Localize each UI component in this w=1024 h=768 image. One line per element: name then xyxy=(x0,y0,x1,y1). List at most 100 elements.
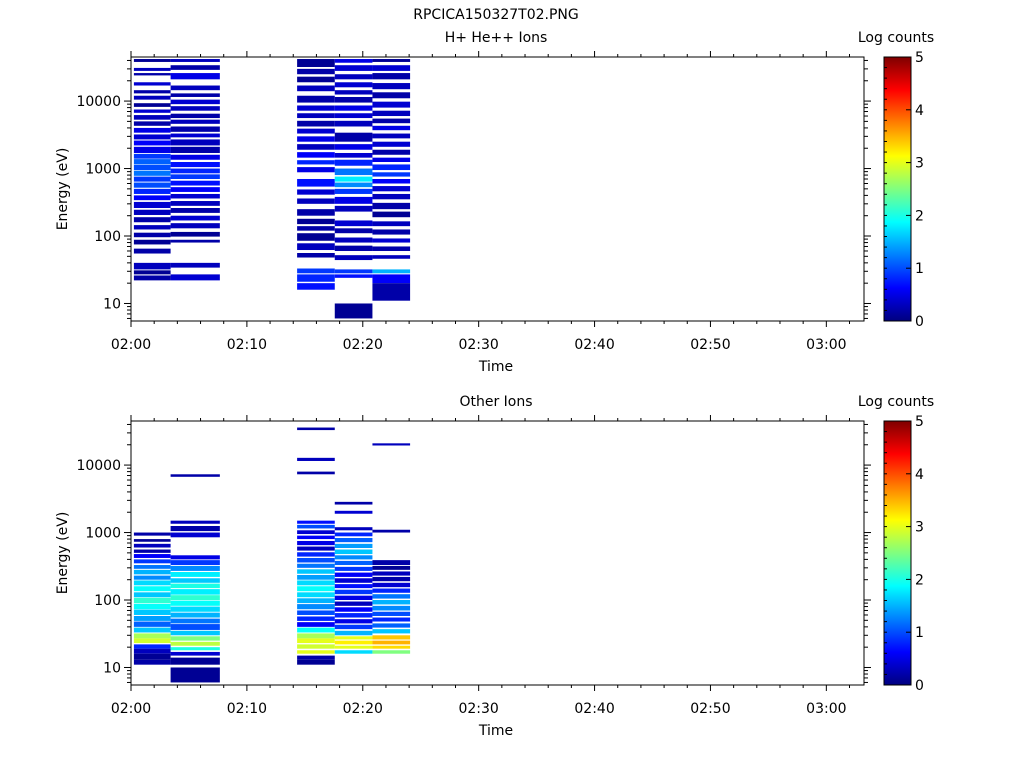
spectrogram-cell xyxy=(372,211,411,218)
spectrogram-cell xyxy=(334,188,373,194)
panel-h-he-ions: H+ He++ Ions Log counts Time Energy (eV)… xyxy=(55,30,934,375)
spectrogram-cells xyxy=(133,427,411,683)
spectrogram-cell xyxy=(372,623,411,628)
spectrogram-cell xyxy=(133,532,171,536)
spectrogram-cell xyxy=(334,619,373,624)
spectrogram-cell xyxy=(297,638,335,644)
spectrogram-cell xyxy=(170,589,220,595)
spectrogram-cell xyxy=(297,471,335,475)
panel-title: Other Ions xyxy=(459,394,532,410)
spectrogram-cell xyxy=(133,170,171,176)
spectrogram-cell xyxy=(170,85,220,91)
spectrogram-cell xyxy=(133,232,171,238)
panel-other-ions: Other Ions Log counts Time Energy (eV) 0… xyxy=(55,394,934,739)
spectrogram-cell xyxy=(372,101,411,108)
spectrogram-cell xyxy=(170,565,220,571)
spectrogram-cell xyxy=(170,154,220,160)
spectrogram-cell xyxy=(334,624,373,630)
spectrogram-cell xyxy=(297,586,335,592)
spectrogram-cell xyxy=(133,539,171,542)
spectrogram-cell xyxy=(170,187,220,192)
spectrogram-cell xyxy=(133,615,171,621)
spectrogram-cell xyxy=(133,592,171,598)
spectrogram-cell xyxy=(334,584,373,589)
plot-axes: 02:00 02:10 02:20 02:30 02:40 02:50 03:00 10 100… xyxy=(76,51,871,353)
spectrogram-cell xyxy=(133,140,171,146)
spectrogram-cell xyxy=(334,255,373,261)
spectrogram-cell xyxy=(372,588,411,593)
spectrogram-cell xyxy=(372,59,411,62)
spectrogram-cell xyxy=(372,157,411,162)
spectrogram-cell xyxy=(133,559,171,564)
spectrogram-cell xyxy=(133,586,171,592)
x-tick-label: 02:40 xyxy=(574,337,614,353)
spectrogram-cell xyxy=(372,83,411,90)
spectrogram-cell xyxy=(297,457,335,461)
spectrogram-cell xyxy=(297,610,335,615)
spectrogram-cell xyxy=(170,119,220,124)
spectrogram-cell xyxy=(334,245,373,251)
plot-frame xyxy=(130,420,865,686)
spectrogram-cell xyxy=(170,667,220,683)
spectrogram-cell xyxy=(133,201,171,209)
spectrogram-cell xyxy=(372,605,411,611)
spectrogram-cell xyxy=(133,621,171,627)
spectrogram-cell xyxy=(334,566,373,571)
spectrogram-cell xyxy=(133,575,171,580)
x-tick-label: 02:50 xyxy=(690,701,730,717)
spectrogram-cell xyxy=(297,627,335,633)
spectrogram-cell xyxy=(170,239,220,243)
spectrogram-cell xyxy=(334,228,373,234)
spectrogram-cell xyxy=(170,180,220,186)
spectrogram-cell xyxy=(133,127,171,133)
colorbar-gradient xyxy=(883,420,912,686)
spectrogram-cell xyxy=(372,186,411,192)
spectrogram-cell xyxy=(334,269,373,274)
spectrogram-cell xyxy=(133,121,171,126)
spectrogram-cell xyxy=(372,118,411,124)
spectrogram-cell xyxy=(334,65,373,71)
spectrogram-cell xyxy=(133,217,171,223)
spectrogram-cell xyxy=(334,132,373,142)
spectrogram-cell xyxy=(170,193,220,199)
spectrogram-cell xyxy=(297,76,335,83)
spectrogram-cell xyxy=(297,427,335,431)
spectrogram-cell xyxy=(170,274,220,281)
spectrogram-cell xyxy=(133,239,171,245)
spectrogram-cell xyxy=(372,635,411,640)
spectrogram-cell xyxy=(334,527,373,531)
x-tick-label: 02:00 xyxy=(111,337,151,353)
spectrogram-cell xyxy=(334,538,373,543)
spectrogram-cell xyxy=(372,255,411,259)
spectrogram-cell xyxy=(170,636,220,641)
spectrogram-cell xyxy=(334,237,373,243)
spectrogram-cell xyxy=(133,659,171,665)
spectrogram-cell xyxy=(372,133,411,139)
spectrogram-cell xyxy=(334,113,373,119)
y-tick-label: 100 xyxy=(94,593,121,609)
spectrogram-cell xyxy=(170,578,220,583)
spectrogram-cell xyxy=(133,638,171,644)
spectrogram-cell xyxy=(372,582,411,588)
x-tick-label: 02:00 xyxy=(111,701,151,717)
spectrogram-cell xyxy=(372,221,411,227)
y-tick-label: 10000 xyxy=(76,94,121,110)
spectrogram-cell xyxy=(334,555,373,560)
spectrogram-cell xyxy=(372,92,411,99)
spectrogram-cell xyxy=(133,59,171,62)
spectrogram-cell xyxy=(133,225,171,230)
spectrogram-cell xyxy=(372,600,411,605)
spectrogram-cell xyxy=(297,530,335,535)
spectrogram-cell xyxy=(372,125,411,131)
colorbar-label: Log counts xyxy=(858,30,934,46)
y-tick-label: 1000 xyxy=(85,526,121,542)
spectrogram-cell xyxy=(297,622,335,627)
spectrogram-cell xyxy=(133,648,171,654)
colorbar-tick-label: 4 xyxy=(915,103,924,119)
spectrogram-cell xyxy=(297,136,335,142)
spectrogram-cell xyxy=(372,650,411,654)
spectrogram-cell xyxy=(133,262,171,270)
spectrogram-cell xyxy=(297,580,335,586)
colorbar-tick-label: 4 xyxy=(915,467,924,483)
spectrogram-cell xyxy=(297,644,335,649)
